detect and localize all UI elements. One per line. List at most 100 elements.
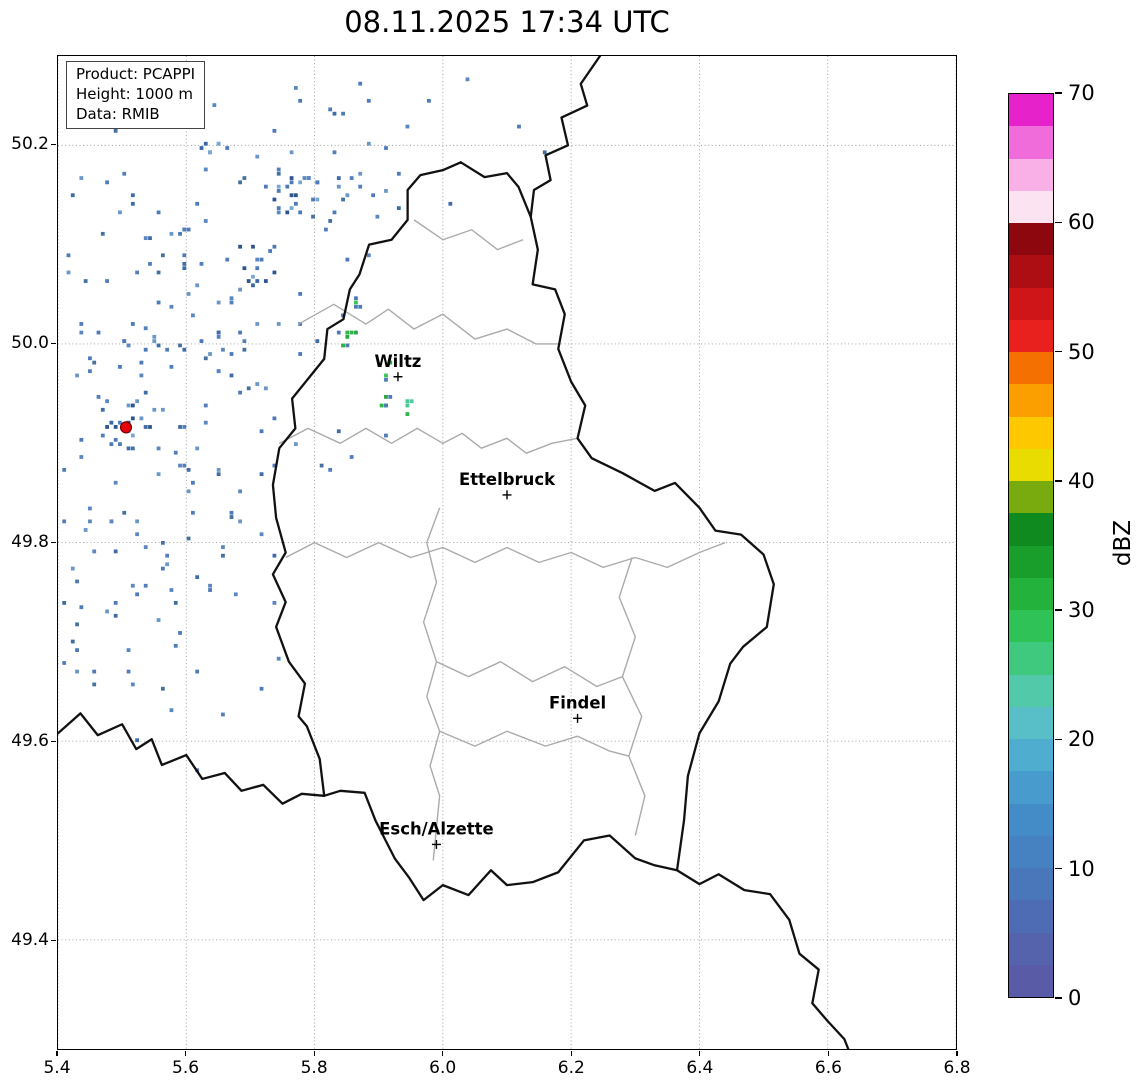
radar-echo-cell xyxy=(186,227,191,232)
radar-echo-cell xyxy=(169,588,174,592)
radar-echo-cell xyxy=(199,146,204,150)
radar-echo-cell xyxy=(75,373,79,378)
radar-echo-cell xyxy=(246,279,251,283)
radar-echo-cell xyxy=(143,326,148,331)
y-tick-mark xyxy=(51,541,56,544)
radar-echo-cell xyxy=(409,399,414,404)
radar-echo-cell xyxy=(126,446,131,451)
colorbar xyxy=(1008,93,1054,998)
radar-echo-cell xyxy=(109,442,114,447)
radar-echo-cell xyxy=(152,407,157,412)
country-border-line xyxy=(271,161,775,902)
country-border-line xyxy=(58,712,326,805)
radar-echo-cell xyxy=(195,283,200,288)
radar-echo-cell xyxy=(379,403,384,408)
colorbar-segment xyxy=(1009,706,1053,739)
x-tick-mark xyxy=(313,1051,315,1056)
y-tick-label: 50.0 xyxy=(11,332,49,353)
city-label: Esch/Alzette xyxy=(379,819,494,838)
region-border-line xyxy=(285,541,726,569)
radar-echo-cell xyxy=(242,176,247,180)
radar-echo-cell xyxy=(255,322,260,326)
info-product: Product: PCAPPI xyxy=(76,65,196,83)
radar-echo-cell xyxy=(216,334,221,339)
radar-echo-cell xyxy=(105,399,109,404)
radar-echo-cell xyxy=(160,566,165,571)
city-layer: Wiltz Ettelbruck Findel Esch/Alzette xyxy=(375,352,606,849)
radar-echo-cell xyxy=(238,330,242,335)
radar-echo-cell xyxy=(341,343,345,348)
radar-echo-cell xyxy=(345,193,350,198)
radar-echo-cell xyxy=(384,433,388,438)
region-border-line xyxy=(439,730,630,757)
city-label: Findel xyxy=(549,693,606,712)
radar-echo-cell xyxy=(263,386,268,391)
radar-echo-cell xyxy=(349,455,354,459)
radar-echo-cell xyxy=(255,279,260,283)
radar-echo-cell xyxy=(169,231,174,236)
radar-echo-cell xyxy=(229,510,234,515)
radar-echo-cell xyxy=(311,197,315,202)
radar-echo-cell xyxy=(405,399,410,404)
radar-echo-cell xyxy=(354,330,358,335)
radar-echo-cell xyxy=(272,270,277,275)
radar-echo-cell xyxy=(405,412,410,416)
region-borders xyxy=(278,219,726,861)
radar-echo-cell xyxy=(79,176,84,180)
colorbar-segment xyxy=(1009,771,1053,804)
radar-echo-cell xyxy=(238,180,242,185)
radar-echo-cell xyxy=(276,184,281,189)
radar-echo-cell xyxy=(366,141,371,146)
radar-echo-cell xyxy=(276,322,281,326)
radar-echo-cell xyxy=(315,339,320,344)
colorbar-tick-label: 30 xyxy=(1068,598,1095,623)
radar-echo-cell xyxy=(118,442,122,447)
radar-echo-cell xyxy=(358,304,363,309)
radar-echo-cell xyxy=(251,283,255,288)
radar-echo-cell xyxy=(208,588,212,592)
product-info-box: Product: PCAPPI Height: 1000 m Data: RMI… xyxy=(66,61,206,130)
colorbar-segment xyxy=(1009,577,1053,610)
radar-echo-cell xyxy=(152,339,157,344)
radar-echo-cell xyxy=(319,463,324,468)
radar-echo-cell xyxy=(156,618,161,622)
radar-echo-cell xyxy=(88,369,92,374)
colorbar-segment xyxy=(1009,94,1053,127)
radar-echo-cell xyxy=(173,601,178,605)
radar-echo-cell xyxy=(255,257,260,262)
radar-echo-cell xyxy=(139,360,144,365)
region-border-line xyxy=(436,660,623,688)
radar-echo-cell xyxy=(96,330,101,335)
radar-echo-cell xyxy=(178,231,182,236)
radar-echo-cell xyxy=(130,583,135,588)
radar-echo-cell xyxy=(156,343,161,348)
radar-echo-cell xyxy=(195,201,200,206)
radar-echo-cell xyxy=(272,601,277,605)
radar-echo-cell xyxy=(221,712,225,717)
radar-echo-cell xyxy=(135,738,140,743)
radar-echo-cell xyxy=(354,296,358,301)
radar-echo-cell xyxy=(255,154,260,159)
radar-echo-cell xyxy=(88,519,92,524)
radar-echo-cell xyxy=(143,347,148,352)
radar-echo-cell xyxy=(79,437,84,442)
radar-echo-cell xyxy=(105,279,109,283)
radar-echo-cell xyxy=(242,347,247,352)
radar-echo-cell xyxy=(122,171,127,176)
radar-echo-cell xyxy=(238,390,242,395)
radar-echo-cell xyxy=(216,330,221,335)
city-marker xyxy=(431,839,441,849)
radar-echo-cell xyxy=(203,356,208,361)
radar-echo-cell xyxy=(83,528,88,532)
colorbar-segment xyxy=(1009,126,1053,159)
grid-lines xyxy=(58,56,956,1049)
region-border-line xyxy=(413,219,524,251)
radar-echo-cell xyxy=(182,463,187,468)
radar-echo-cell xyxy=(173,643,178,648)
radar-echo-cell xyxy=(221,347,225,352)
colorbar-tick-label: 50 xyxy=(1068,339,1095,364)
radar-echo-cell xyxy=(148,236,152,241)
x-tick-label: 6.2 xyxy=(557,1058,585,1078)
radar-site-marker xyxy=(119,421,133,434)
map-plot-area: Wiltz Ettelbruck Findel Esch/Alzette Produc… xyxy=(57,55,957,1050)
